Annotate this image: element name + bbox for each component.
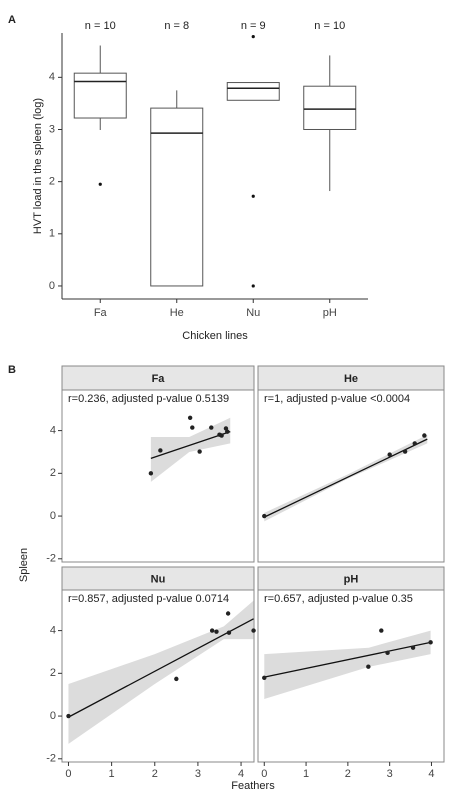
x-tick-label: 1: [303, 768, 309, 780]
point: [251, 628, 256, 633]
point: [402, 449, 408, 454]
x-tick-label: 3: [195, 768, 201, 780]
point: [262, 675, 267, 681]
x-tick-label: 0: [261, 768, 267, 780]
x-tick-label: 2: [345, 768, 351, 780]
y-tick-label: 4: [49, 71, 55, 83]
y-tick-label: 2: [49, 176, 55, 188]
x-axis-label: Chicken lines: [182, 330, 248, 342]
point: [209, 425, 214, 430]
panel-label: B: [8, 364, 16, 376]
point: [187, 415, 193, 420]
outlier: [251, 284, 255, 288]
x-tick-label: Nu: [246, 307, 260, 319]
point: [214, 629, 219, 634]
point: [148, 471, 154, 476]
point: [209, 628, 215, 633]
y-tick-label: -2: [46, 753, 56, 765]
strip: [257, 365, 445, 391]
box: [73, 72, 127, 119]
point: [387, 452, 392, 457]
box: [226, 82, 280, 101]
x-tick-label: pH: [323, 307, 337, 319]
point: [366, 664, 371, 669]
x-tick-label: He: [170, 307, 184, 319]
point: [428, 640, 433, 645]
point: [225, 429, 230, 434]
x-tick-label: 0: [65, 768, 71, 780]
y-tick-label: 0: [49, 280, 55, 292]
y-tick-label: 0: [50, 710, 56, 722]
point: [226, 630, 232, 635]
y-tick-label: 2: [50, 467, 56, 479]
y-tick-label: 0: [50, 510, 56, 522]
box: [303, 85, 357, 130]
point: [225, 611, 231, 616]
x-tick-label: 2: [152, 768, 158, 780]
facet-annotation: r=0.236, adjusted p-value 0.5139: [68, 393, 229, 405]
annotation: n = 10: [85, 20, 116, 32]
outlier: [251, 35, 255, 39]
facet-annotation: r=0.857, adjusted p-value 0.0714: [68, 593, 229, 605]
point: [422, 433, 427, 438]
outlier: [251, 194, 255, 198]
y-tick-label: 4: [50, 625, 56, 637]
confidence-band: [68, 600, 254, 744]
annotation: n = 9: [241, 20, 266, 32]
y-axis-label: HVT load in the spleen (log): [32, 98, 44, 234]
point: [410, 645, 416, 650]
point: [190, 425, 195, 430]
point: [158, 448, 163, 453]
facet-title: He: [344, 373, 358, 385]
strip: [61, 365, 255, 391]
x-axis-label: Feathers: [231, 780, 275, 792]
confidence-band: [264, 630, 431, 699]
facet-title: Fa: [152, 373, 166, 385]
x-tick-label: 4: [238, 768, 244, 780]
point: [385, 650, 390, 656]
fit-line: [264, 641, 431, 678]
y-tick-label: -2: [46, 553, 56, 565]
x-tick-label: Fa: [94, 307, 108, 319]
point: [412, 441, 417, 446]
facet-annotation: r=0.657, adjusted p-value 0.35: [264, 593, 413, 605]
fit-line: [68, 618, 254, 718]
point: [66, 713, 71, 719]
x-tick-label: 4: [428, 768, 434, 780]
point: [379, 628, 384, 633]
annotation: n = 10: [314, 20, 345, 32]
y-tick-label: 2: [50, 667, 56, 679]
fit-line: [150, 431, 231, 459]
point: [174, 676, 179, 682]
point: [262, 513, 267, 519]
point: [219, 433, 224, 438]
y-tick-label: 4: [50, 425, 56, 437]
confidence-band: [150, 417, 231, 482]
y-axis-label: Spleen: [18, 548, 30, 582]
x-tick-label: 3: [387, 768, 393, 780]
annotation: n = 8: [164, 20, 189, 32]
y-tick-label: 3: [49, 123, 55, 135]
x-tick-label: 1: [109, 768, 115, 780]
outlier: [98, 182, 102, 186]
y-tick-label: 1: [49, 228, 55, 240]
facet-title: pH: [344, 573, 359, 585]
panel-label: A: [8, 14, 16, 26]
facet-annotation: r=1, adjusted p-value <0.0004: [264, 393, 410, 405]
facet-title: Nu: [151, 573, 166, 585]
point: [197, 449, 202, 454]
fit-line: [263, 438, 428, 518]
box: [150, 107, 204, 287]
